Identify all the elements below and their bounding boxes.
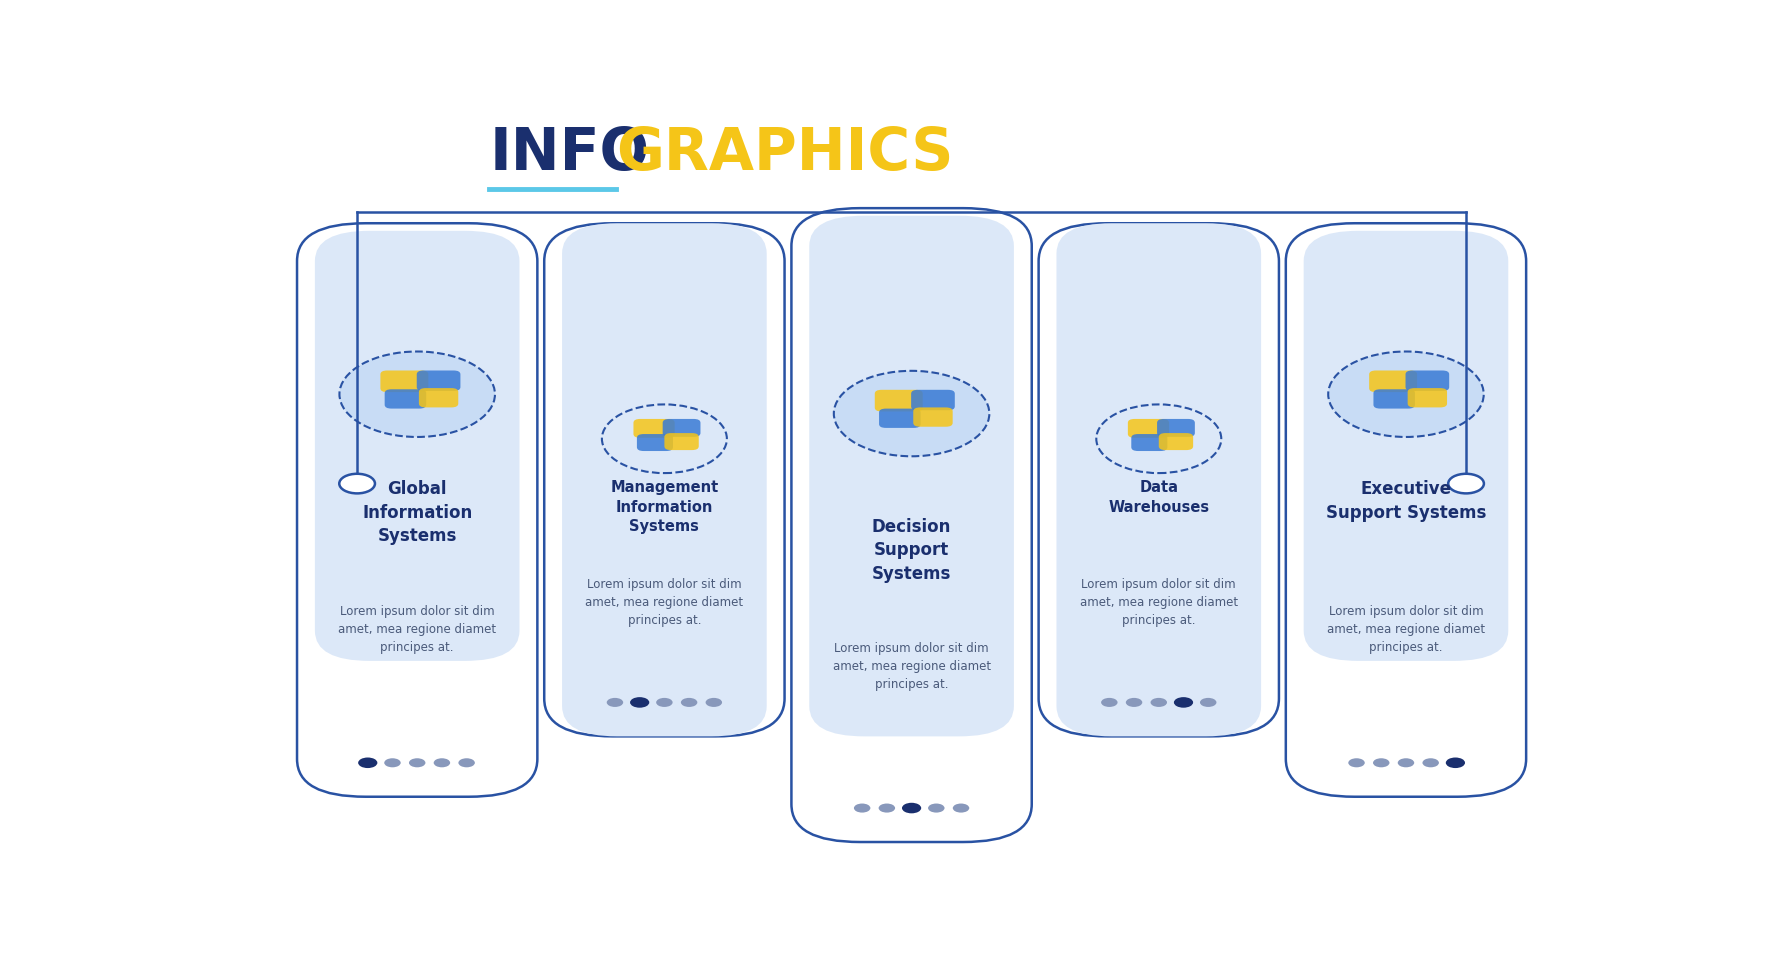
Circle shape xyxy=(705,698,721,707)
FancyBboxPatch shape xyxy=(1157,418,1194,437)
FancyBboxPatch shape xyxy=(636,434,673,451)
Text: Decision
Support
Systems: Decision Support Systems xyxy=(872,517,952,583)
Text: GRAPHICS: GRAPHICS xyxy=(615,124,953,181)
FancyBboxPatch shape xyxy=(1127,418,1170,438)
Circle shape xyxy=(385,759,400,767)
Text: Global
Information
Systems: Global Information Systems xyxy=(361,480,473,546)
Circle shape xyxy=(1446,758,1465,768)
FancyBboxPatch shape xyxy=(1038,223,1279,736)
Circle shape xyxy=(1448,473,1483,493)
Text: Lorem ipsum dolor sit dim
amet, mea regione diamet
principes at.: Lorem ipsum dolor sit dim amet, mea regi… xyxy=(833,642,991,691)
FancyBboxPatch shape xyxy=(416,370,461,391)
FancyBboxPatch shape xyxy=(810,216,1014,736)
Text: INFO: INFO xyxy=(489,124,649,181)
Circle shape xyxy=(929,804,944,812)
Circle shape xyxy=(1173,697,1193,708)
Text: Lorem ipsum dolor sit dim
amet, mea regione diamet
principes at.: Lorem ipsum dolor sit dim amet, mea regi… xyxy=(1327,605,1485,654)
Circle shape xyxy=(835,370,989,457)
Circle shape xyxy=(459,759,475,767)
FancyBboxPatch shape xyxy=(298,223,537,797)
FancyBboxPatch shape xyxy=(1405,370,1449,391)
FancyBboxPatch shape xyxy=(1370,370,1418,392)
FancyBboxPatch shape xyxy=(315,231,519,661)
FancyBboxPatch shape xyxy=(1407,388,1448,408)
FancyBboxPatch shape xyxy=(913,408,953,426)
Text: Lorem ipsum dolor sit dim
amet, mea regione diamet
principes at.: Lorem ipsum dolor sit dim amet, mea regi… xyxy=(338,605,496,654)
Circle shape xyxy=(879,804,895,812)
FancyBboxPatch shape xyxy=(381,370,429,392)
Circle shape xyxy=(434,759,450,767)
FancyBboxPatch shape xyxy=(544,223,785,736)
Circle shape xyxy=(656,698,673,707)
FancyBboxPatch shape xyxy=(879,409,921,428)
Circle shape xyxy=(606,698,624,707)
FancyBboxPatch shape xyxy=(1159,433,1193,450)
Circle shape xyxy=(953,804,969,812)
Text: Data
Warehouses: Data Warehouses xyxy=(1108,480,1209,514)
Text: Management
Information
Systems: Management Information Systems xyxy=(610,480,718,534)
FancyBboxPatch shape xyxy=(418,388,459,408)
Circle shape xyxy=(358,758,377,768)
Circle shape xyxy=(1398,759,1414,767)
Text: Executive
Support Systems: Executive Support Systems xyxy=(1325,480,1487,522)
FancyBboxPatch shape xyxy=(633,418,675,438)
FancyBboxPatch shape xyxy=(1373,389,1416,409)
Text: Lorem ipsum dolor sit dim
amet, mea regione diamet
principes at.: Lorem ipsum dolor sit dim amet, mea regi… xyxy=(585,578,744,627)
Text: Lorem ipsum dolor sit dim
amet, mea regione diamet
principes at.: Lorem ipsum dolor sit dim amet, mea regi… xyxy=(1079,578,1239,627)
FancyBboxPatch shape xyxy=(911,390,955,411)
FancyBboxPatch shape xyxy=(385,389,427,409)
Circle shape xyxy=(1373,759,1389,767)
FancyBboxPatch shape xyxy=(1286,223,1526,797)
Circle shape xyxy=(1329,352,1483,437)
FancyBboxPatch shape xyxy=(792,208,1031,842)
Circle shape xyxy=(631,697,649,708)
Circle shape xyxy=(902,803,921,813)
FancyBboxPatch shape xyxy=(664,433,698,450)
FancyBboxPatch shape xyxy=(562,223,767,736)
Circle shape xyxy=(1097,405,1221,473)
Circle shape xyxy=(1423,759,1439,767)
Circle shape xyxy=(1150,698,1168,707)
Circle shape xyxy=(1200,698,1216,707)
Circle shape xyxy=(1100,698,1118,707)
FancyBboxPatch shape xyxy=(875,390,923,412)
FancyBboxPatch shape xyxy=(1056,223,1262,736)
Circle shape xyxy=(680,698,698,707)
Circle shape xyxy=(854,804,870,812)
Circle shape xyxy=(340,352,494,437)
FancyBboxPatch shape xyxy=(1304,231,1508,661)
Circle shape xyxy=(409,759,425,767)
Circle shape xyxy=(1125,698,1143,707)
Circle shape xyxy=(338,473,376,493)
FancyBboxPatch shape xyxy=(1131,434,1168,451)
FancyBboxPatch shape xyxy=(663,418,700,437)
Circle shape xyxy=(1348,759,1364,767)
Circle shape xyxy=(602,405,727,473)
